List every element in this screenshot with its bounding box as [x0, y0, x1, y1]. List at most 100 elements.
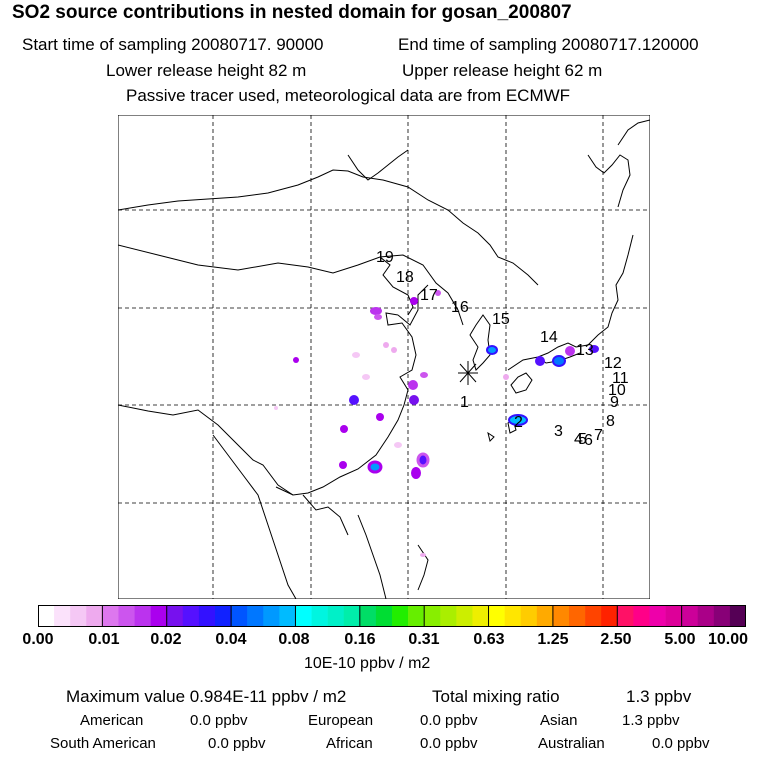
colorbar-swatch: [424, 605, 441, 627]
colorbar-swatch: [665, 605, 682, 627]
colorbar-tick: 0.16: [344, 631, 376, 648]
colorbar-tick: 0.31: [408, 631, 440, 648]
colorbar-swatch: [697, 605, 715, 627]
site-label: 14: [540, 329, 558, 346]
colorbar-swatch: [166, 605, 184, 627]
site-label: 12: [604, 355, 622, 372]
region-value: 0.0 ppbv: [420, 712, 478, 729]
site-label: 4: [574, 431, 583, 448]
colorbar-swatch: [552, 605, 570, 627]
site-label: 16: [451, 299, 469, 316]
lat-lon-grid: [118, 115, 650, 599]
site-label: 2: [514, 414, 523, 431]
colorbar-tick: 2.50: [600, 631, 632, 648]
colorbar-swatch: [295, 605, 312, 627]
colorbar-swatch: [392, 605, 409, 627]
region-name: Asian: [540, 712, 578, 729]
colorbar-swatch: [375, 605, 393, 627]
site-label: 17: [420, 287, 438, 304]
site-label: 8: [606, 413, 615, 430]
colorbar-swatch: [729, 605, 746, 627]
colorbar-swatch: [38, 605, 55, 627]
site-label: 9: [610, 394, 619, 411]
colorbar-tick: 0.00: [22, 631, 54, 648]
site-label: 15: [492, 311, 510, 328]
site-label: 1: [460, 394, 469, 411]
colorbar-swatch: [472, 605, 489, 627]
total-mixing-value: 1.3 ppbv: [626, 687, 692, 706]
colorbar-swatch: [585, 605, 602, 627]
colorbar-swatch: [713, 605, 731, 627]
map-panel: 1 2 3 4 5 6 7 8 9 10 11 12 13 14 15 16 1…: [118, 115, 650, 599]
colorbar-tick: 0.04: [215, 631, 247, 648]
colorbar-swatch: [54, 605, 71, 627]
colorbar-swatch: [359, 605, 377, 627]
site-label: 6: [584, 432, 593, 449]
colorbar-swatch: [86, 605, 103, 627]
site-labels: 1 2 3 4 5 6 7 8 9 10 11 12 13 14 15 16 1…: [376, 249, 629, 449]
region-value: 0.0 ppbv: [190, 712, 248, 729]
site-label: 7: [594, 427, 603, 444]
colorbar-swatch: [263, 605, 280, 627]
colorbar-tick: 1.25: [537, 631, 569, 648]
site-label: 18: [396, 269, 414, 286]
colorbar-tick: 5.00: [664, 631, 696, 648]
coastlines-borders: [118, 119, 650, 599]
asterisk-icon: [458, 361, 478, 385]
colorbar-swatch: [70, 605, 87, 627]
colorbar-swatch: [601, 605, 618, 627]
site-label: 11: [612, 370, 629, 387]
site-label: 3: [554, 423, 563, 440]
colorbar-swatch: [231, 605, 248, 627]
colorbar-swatch: [504, 605, 522, 627]
end-time: End time of sampling 20080717.120000: [398, 35, 699, 54]
region-value: 0.0 ppbv: [208, 735, 266, 752]
colorbar-swatch: [182, 605, 200, 627]
colorbar-tick: 0.01: [88, 631, 120, 648]
colorbar-swatch: [198, 605, 216, 627]
map-title: SO2 source contributions in nested domai…: [12, 2, 572, 23]
colorbar-swatch: [408, 605, 425, 627]
site-label: 19: [376, 249, 394, 266]
colorbar-tick: 0.08: [278, 631, 310, 648]
region-name: African: [326, 735, 373, 752]
site-label: 13: [576, 342, 594, 359]
colorbar-swatch: [681, 605, 699, 627]
colorbar-swatch: [649, 605, 666, 627]
region-name: European: [308, 712, 374, 729]
colorbar-swatch: [279, 605, 296, 627]
colorbar-tick: 0.63: [473, 631, 505, 648]
upper-release-height: Upper release height 62 m: [402, 61, 603, 80]
maximum-value: Maximum value 0.984E-11 ppbv / m2: [66, 687, 347, 706]
region-value: 0.0 ppbv: [420, 735, 478, 752]
total-mixing-label: Total mixing ratio: [432, 687, 560, 706]
colorbar-swatch: [520, 605, 538, 627]
region-name: American: [80, 712, 144, 729]
colorbar-swatch: [343, 605, 361, 627]
colorbar-swatch: [311, 605, 328, 627]
colorbar-swatch: [215, 605, 232, 627]
start-time: Start time of sampling 20080717. 90000: [22, 35, 324, 54]
colorbar-swatch: [134, 605, 151, 627]
lower-release-height: Lower release height 82 m: [106, 61, 307, 80]
region-name: South American: [50, 735, 156, 752]
colorbar-swatch: [569, 605, 586, 627]
region-value: 1.3 ppbv: [622, 712, 680, 729]
site-label: 5: [578, 431, 587, 448]
colorbar-swatch: [150, 605, 168, 627]
colorbar-tick: 10.00: [707, 631, 749, 648]
concentration-plumes: [274, 290, 599, 557]
colorbar: [38, 605, 746, 627]
colorbar-units: 10E-10 ppbv / m2: [304, 655, 431, 672]
site-label: 10: [608, 382, 626, 399]
colorbar-swatch: [102, 605, 119, 627]
colorbar-swatch: [440, 605, 457, 627]
region-value: 0.0 ppbv: [652, 735, 710, 752]
colorbar-swatch: [327, 605, 345, 627]
tracer-note: Passive tracer used, meteorological data…: [126, 86, 571, 105]
colorbar-swatch: [118, 605, 135, 627]
colorbar-swatch: [247, 605, 264, 627]
colorbar-swatch: [633, 605, 650, 627]
colorbar-swatch: [488, 605, 505, 627]
colorbar-swatch: [617, 605, 634, 627]
